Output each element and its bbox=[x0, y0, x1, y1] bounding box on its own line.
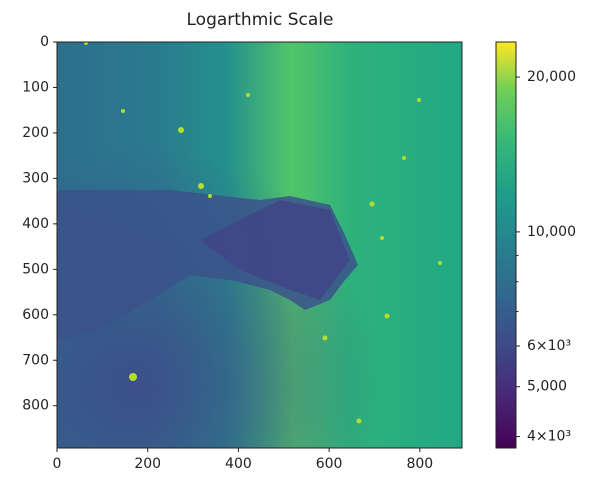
colorbar-tick-label: 10,000 bbox=[527, 224, 576, 240]
colorbar-tick-label: 20,000 bbox=[527, 69, 576, 85]
y-tick-label: 500 bbox=[22, 261, 49, 277]
x-tick-label: 800 bbox=[406, 456, 433, 472]
colorbar-tick-label: 5,000 bbox=[527, 379, 567, 395]
y-tick-label: 300 bbox=[22, 170, 49, 186]
x-tick-label: 600 bbox=[316, 456, 343, 472]
y-tick-label: 600 bbox=[22, 307, 49, 323]
y-tick-label: 400 bbox=[22, 216, 49, 232]
x-tick-label: 200 bbox=[134, 456, 161, 472]
y-tick-label: 100 bbox=[22, 79, 49, 95]
x-tick-label: 0 bbox=[53, 456, 62, 472]
chart-title: Logarthmic Scale bbox=[187, 10, 334, 30]
colorbar bbox=[495, 41, 517, 449]
y-tick-label: 0 bbox=[40, 34, 49, 50]
y-tick-label: 700 bbox=[22, 352, 49, 368]
plot-frame bbox=[56, 41, 463, 449]
y-tick-label: 200 bbox=[22, 125, 49, 141]
y-tick-label: 800 bbox=[22, 398, 49, 414]
colorbar-tick-label: 4×10³ bbox=[527, 429, 571, 445]
x-tick-label: 400 bbox=[225, 456, 252, 472]
image bbox=[57, 42, 462, 448]
colorbar-tick-label: 6×10³ bbox=[527, 338, 571, 354]
